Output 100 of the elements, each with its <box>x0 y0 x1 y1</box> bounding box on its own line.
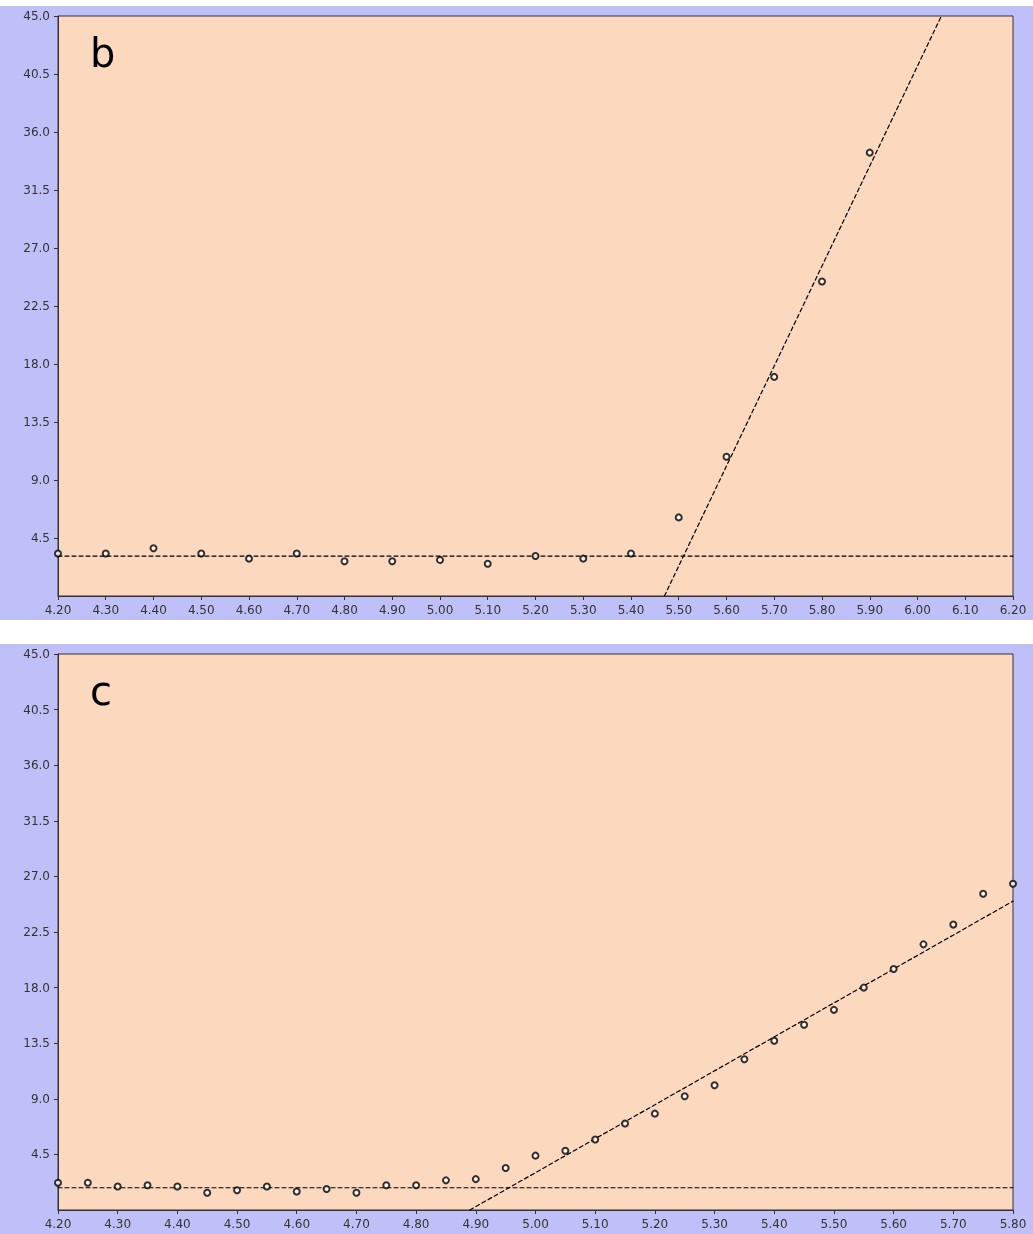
y-tick-label: 36.0 <box>23 758 50 773</box>
point <box>441 1176 450 1185</box>
x-tick-label: 4.30 <box>92 603 120 617</box>
x-tick-label: 4.20 <box>44 603 72 617</box>
x-tick-label: 5.70 <box>760 603 788 617</box>
x-tick-label: 4.60 <box>235 603 263 617</box>
y-tick-label: 4.5 <box>30 1147 50 1162</box>
point <box>561 1146 570 1155</box>
x-tick-label: 5.10 <box>581 1217 609 1231</box>
point <box>173 1182 182 1191</box>
point <box>949 920 958 929</box>
point <box>412 1181 421 1190</box>
x-tick-label: 5.20 <box>641 1217 669 1231</box>
point <box>770 1036 779 1045</box>
x-tick-label: 5.50 <box>820 1217 848 1231</box>
y-tick-label: 40.5 <box>23 67 50 81</box>
point <box>54 549 62 558</box>
point <box>143 1181 152 1190</box>
point <box>859 983 868 992</box>
point <box>245 554 253 563</box>
x-tick-label: 5.30 <box>569 603 597 617</box>
point <box>627 549 635 558</box>
y-tick-label: 27.0 <box>23 241 50 255</box>
point <box>471 1175 480 1184</box>
point <box>113 1182 122 1191</box>
point <box>889 965 898 974</box>
x-tick-label: 4.20 <box>44 1217 72 1231</box>
point <box>800 1020 809 1029</box>
x-tick-label: 5.10 <box>474 603 502 617</box>
x-tick-label: 4.40 <box>164 1217 191 1231</box>
x-tick-label: 5.50 <box>665 603 693 617</box>
point <box>352 1188 361 1197</box>
x-tick-label: 6.20 <box>999 603 1027 617</box>
point <box>865 148 874 157</box>
point <box>919 940 928 949</box>
x-tick-label: 4.40 <box>140 603 167 617</box>
point <box>650 1109 659 1118</box>
y-tick-label: 31.5 <box>23 183 50 197</box>
x-tick-label: 6.10 <box>951 603 979 617</box>
x-tick-label: 5.90 <box>856 603 884 617</box>
point <box>340 557 349 566</box>
x-tick-label: 5.60 <box>880 1217 907 1231</box>
y-tick-label: 22.5 <box>23 925 50 939</box>
y-tick-label: 13.5 <box>23 1036 50 1051</box>
point <box>979 889 988 898</box>
x-tick-label: 5.80 <box>999 1217 1027 1231</box>
y-tick-label: 27.0 <box>23 869 50 884</box>
x-tick-label: 5.40 <box>760 1217 788 1231</box>
y-tick-label: 13.5 <box>23 415 50 429</box>
x-tick-label: 4.80 <box>331 603 358 617</box>
x-tick-label: 5.60 <box>713 603 740 617</box>
point <box>197 549 206 558</box>
x-tick-label: 5.20 <box>522 603 549 617</box>
point <box>382 1181 391 1190</box>
point <box>149 544 158 553</box>
point <box>710 1081 719 1090</box>
y-tick-label: 40.5 <box>23 702 50 717</box>
point <box>531 1151 540 1160</box>
point <box>501 1163 510 1172</box>
x-tick-label: 4.60 <box>283 1217 311 1231</box>
x-tick-label: 5.30 <box>701 1217 728 1231</box>
point <box>818 277 826 286</box>
point <box>674 513 683 522</box>
point <box>233 1186 242 1195</box>
x-tick-label: 4.70 <box>283 603 311 617</box>
x-tick-label: 5.00 <box>426 603 454 617</box>
y-tick-label: 31.5 <box>23 813 50 828</box>
point <box>722 452 731 461</box>
point <box>262 1182 271 1191</box>
point <box>292 1187 301 1196</box>
x-tick-label: 4.90 <box>378 603 406 617</box>
y-tick-label: 9.0 <box>30 473 50 487</box>
point <box>531 552 540 561</box>
x-tick-label: 4.70 <box>343 1217 370 1231</box>
chart-title: b <box>90 30 116 76</box>
x-tick-label: 5.70 <box>939 1217 967 1231</box>
y-tick-label: 22.5 <box>23 299 50 313</box>
point <box>101 549 110 558</box>
y-tick-label: 36.0 <box>23 125 50 139</box>
point <box>483 559 492 568</box>
point <box>680 1092 689 1101</box>
point <box>83 1178 92 1187</box>
point <box>1009 879 1017 888</box>
x-tick-label: 4.90 <box>462 1217 490 1231</box>
point <box>621 1119 630 1128</box>
y-tick-label: 4.5 <box>30 531 50 545</box>
y-tick-label: 45.0 <box>23 9 50 23</box>
x-tick-label: 5.80 <box>808 603 836 617</box>
chart-title: c <box>90 668 112 714</box>
point <box>388 557 397 566</box>
point <box>436 555 444 564</box>
point <box>203 1188 212 1197</box>
y-tick-label: 9.0 <box>30 1091 50 1106</box>
x-tick-label: 5.40 <box>617 603 645 617</box>
y-tick-label: 45.0 <box>23 647 50 661</box>
x-tick-label: 6.00 <box>904 603 931 617</box>
point <box>322 1185 331 1193</box>
point <box>292 549 301 558</box>
x-tick-label: 4.80 <box>402 1217 430 1231</box>
y-tick-label: 18.0 <box>23 980 50 995</box>
